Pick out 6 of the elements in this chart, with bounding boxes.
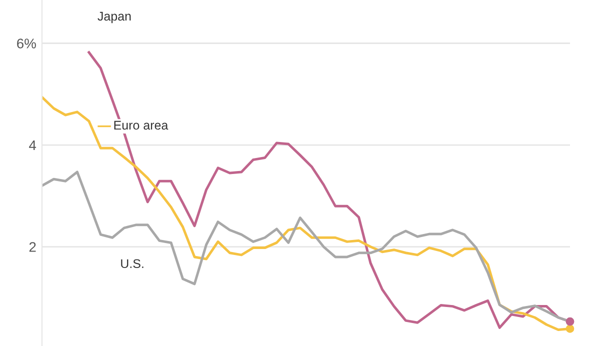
series-label: U.S.	[121, 259, 144, 268]
legend-label: Euro area	[114, 120, 168, 130]
y-tick-label: 6%	[17, 38, 36, 48]
y-tick-label: 4	[29, 140, 36, 150]
y-tick-label: 2	[29, 242, 36, 252]
text: Japan	[98, 12, 131, 24]
